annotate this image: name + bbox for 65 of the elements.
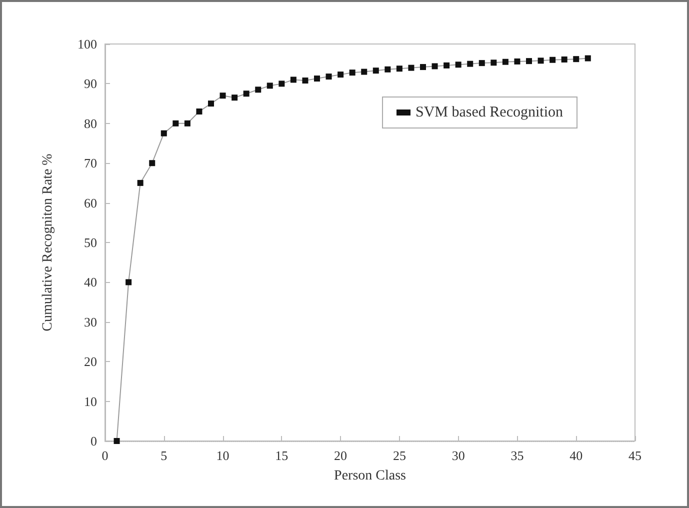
point bbox=[408, 64, 414, 71]
point bbox=[514, 58, 520, 64]
point bbox=[396, 66, 402, 72]
point bbox=[149, 160, 156, 166]
point bbox=[573, 56, 580, 62]
point bbox=[490, 60, 497, 66]
point bbox=[172, 120, 179, 126]
point bbox=[338, 72, 344, 78]
y-tick-label: 60 bbox=[84, 195, 97, 210]
point bbox=[232, 94, 238, 101]
y-tick-label: 100 bbox=[78, 36, 97, 52]
point bbox=[372, 68, 379, 74]
x-tick-label: 40 bbox=[570, 448, 583, 463]
y-axis-title: Cumulative Recogniton Rate % bbox=[40, 153, 56, 332]
x-tick-label: 10 bbox=[216, 448, 230, 463]
x-tick-label: 30 bbox=[452, 448, 465, 463]
y-tick-label: 70 bbox=[84, 156, 97, 171]
point bbox=[290, 76, 296, 83]
x-tick-label: 0 bbox=[102, 448, 108, 463]
point bbox=[302, 78, 308, 84]
point bbox=[444, 62, 450, 68]
point bbox=[526, 58, 532, 64]
point bbox=[467, 60, 474, 67]
y-tick-label: 50 bbox=[84, 235, 97, 250]
point bbox=[160, 130, 167, 136]
point bbox=[349, 70, 356, 76]
x-tick-label: 25 bbox=[392, 448, 406, 463]
point bbox=[137, 180, 144, 186]
point bbox=[266, 82, 273, 89]
x-tick-label: 45 bbox=[628, 448, 642, 463]
point bbox=[455, 62, 462, 68]
point bbox=[361, 68, 368, 75]
point bbox=[420, 64, 426, 70]
point bbox=[538, 58, 544, 64]
x-tick-label: 20 bbox=[334, 448, 348, 463]
point bbox=[550, 56, 556, 63]
point bbox=[184, 120, 190, 126]
point bbox=[384, 66, 391, 72]
x-axis-title: Person Class bbox=[334, 468, 406, 484]
point bbox=[255, 86, 262, 93]
y-tick-label: 30 bbox=[84, 314, 97, 330]
y-tick-label: 80 bbox=[84, 116, 97, 131]
y-tick-label: 90 bbox=[84, 76, 97, 92]
point bbox=[502, 58, 508, 65]
point bbox=[561, 56, 568, 62]
y-tick-label: 10 bbox=[84, 394, 97, 409]
point bbox=[584, 55, 591, 62]
point bbox=[196, 108, 202, 114]
point bbox=[243, 90, 250, 97]
point bbox=[114, 438, 120, 444]
y-tick-label: 40 bbox=[84, 274, 97, 290]
y-tick-label: 20 bbox=[84, 354, 97, 370]
point bbox=[326, 74, 332, 80]
point bbox=[432, 63, 438, 70]
point bbox=[478, 60, 485, 66]
point bbox=[126, 279, 132, 286]
x-tick-label: 5 bbox=[160, 448, 168, 463]
point bbox=[278, 80, 285, 87]
x-tick-label: 35 bbox=[510, 448, 524, 463]
y-tick-label: 0 bbox=[90, 434, 97, 448]
point bbox=[314, 76, 320, 82]
point bbox=[220, 92, 226, 99]
legend-label: SVM based Recognition bbox=[416, 104, 564, 120]
x-tick-label: 15 bbox=[275, 448, 288, 463]
point bbox=[208, 100, 214, 107]
